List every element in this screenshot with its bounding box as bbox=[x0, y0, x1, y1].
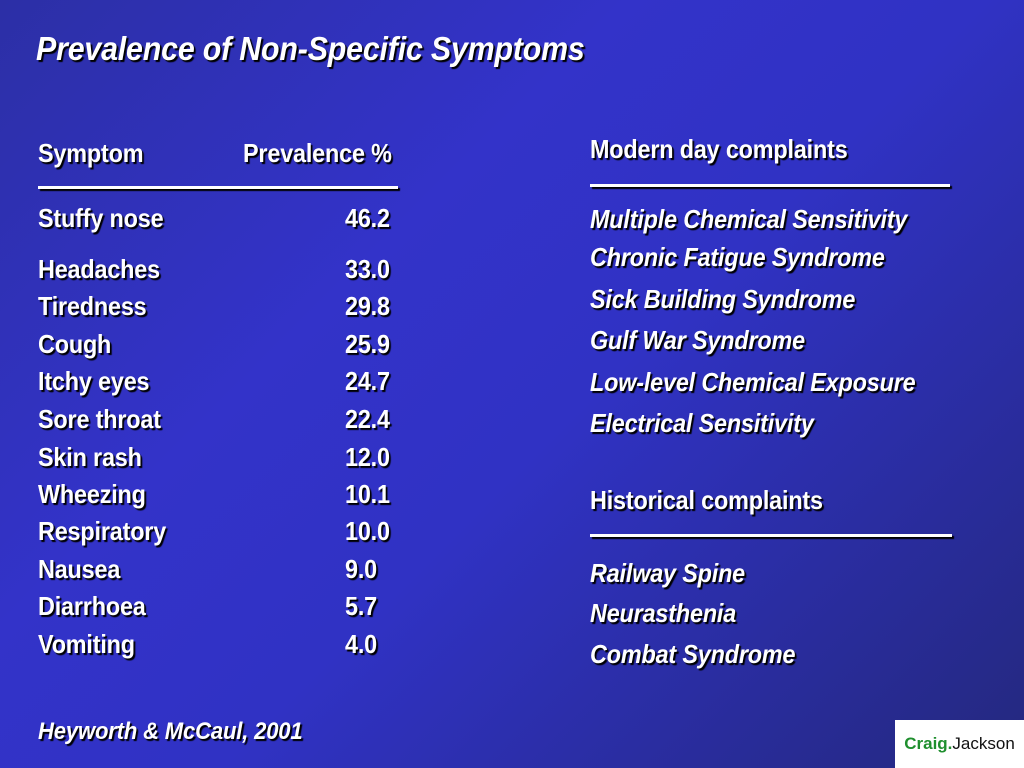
modern-complaints-rule bbox=[590, 184, 950, 187]
table-row-symptom: Respiratory bbox=[38, 516, 167, 546]
table-row-value: 9.0 bbox=[345, 554, 377, 584]
table-row-value: 22.4 bbox=[345, 404, 390, 434]
symptom-column-header: Symptom bbox=[38, 138, 144, 168]
table-row-symptom: Stuffy nose bbox=[38, 203, 164, 233]
table-row-value: 33.0 bbox=[345, 254, 390, 284]
list-item: Chronic Fatigue Syndrome bbox=[590, 242, 885, 272]
table-row-symptom: Headaches bbox=[38, 254, 160, 284]
list-item: Low-level Chemical Exposure bbox=[590, 367, 916, 397]
table-row-symptom: Sore throat bbox=[38, 404, 161, 434]
table-row-symptom: Wheezing bbox=[38, 479, 146, 509]
table-row-value: 4.0 bbox=[345, 629, 377, 659]
historical-complaints-rule bbox=[590, 534, 952, 537]
citation: Heyworth & McCaul, 2001 bbox=[38, 718, 303, 745]
list-item: Neurasthenia bbox=[590, 598, 737, 628]
table-row-symptom: Nausea bbox=[38, 554, 121, 584]
logo-text-part1: Craig. bbox=[904, 734, 953, 753]
list-item: Multiple Chemical Sensitivity bbox=[590, 204, 908, 234]
modern-complaints-heading: Modern day complaints bbox=[590, 134, 848, 164]
table-row-value: 25.9 bbox=[345, 329, 390, 359]
table-row-symptom: Cough bbox=[38, 329, 112, 359]
table-row-symptom: Vomiting bbox=[38, 629, 135, 659]
table-row-symptom: Diarrhoea bbox=[38, 591, 146, 621]
table-row-value: 10.0 bbox=[345, 516, 390, 546]
slide-title: Prevalence of Non-Specific Symptoms bbox=[36, 30, 585, 67]
table-row-symptom: Itchy eyes bbox=[38, 366, 150, 396]
table-row-value: 10.1 bbox=[345, 479, 390, 509]
craig-jackson-logo: Craig. Jackson bbox=[895, 720, 1024, 768]
table-row-value: 46.2 bbox=[345, 203, 390, 233]
list-item: Gulf War Syndrome bbox=[590, 325, 805, 355]
list-item: Sick Building Syndrome bbox=[590, 284, 856, 314]
table-row-value: 24.7 bbox=[345, 366, 390, 396]
list-item: Railway Spine bbox=[590, 558, 746, 588]
list-item: Combat Syndrome bbox=[590, 639, 796, 669]
historical-complaints-heading: Historical complaints bbox=[590, 485, 823, 515]
table-row-value: 29.8 bbox=[345, 291, 390, 321]
table-row-symptom: Tiredness bbox=[38, 291, 147, 321]
table-row-value: 12.0 bbox=[345, 442, 390, 472]
prevalence-column-header: Prevalence % bbox=[243, 138, 392, 168]
table-row-symptom: Skin rash bbox=[38, 442, 142, 472]
list-item: Electrical Sensitivity bbox=[590, 408, 814, 438]
table-header-rule bbox=[38, 186, 398, 189]
logo-text-part2: Jackson bbox=[952, 734, 1015, 753]
table-row-value: 5.7 bbox=[345, 591, 377, 621]
